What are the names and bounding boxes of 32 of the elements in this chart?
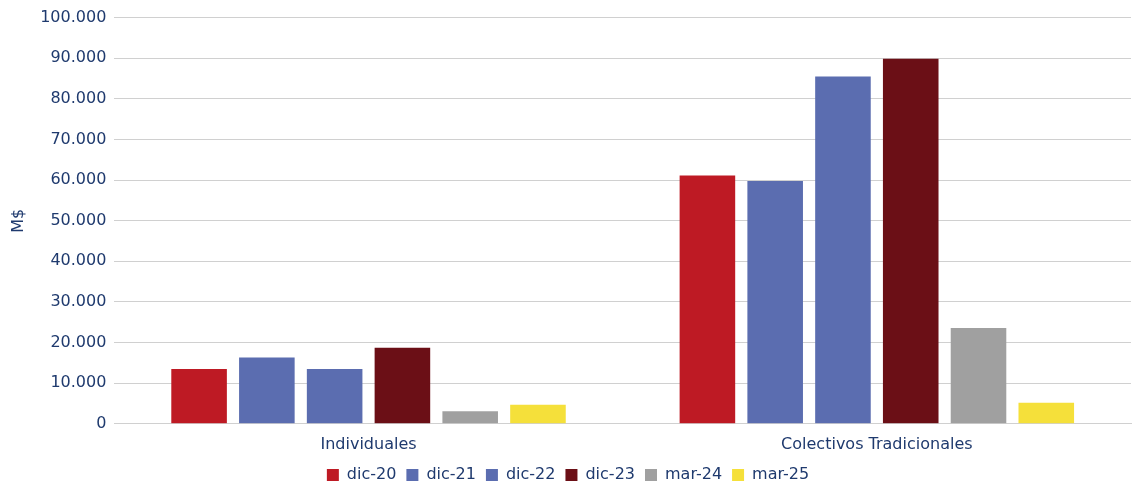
legend-label: dic-23	[585, 464, 635, 484]
y-tick-label: 20.000	[50, 331, 107, 351]
bar	[950, 327, 1007, 424]
legend-label: dic-20	[346, 464, 397, 484]
legend-label: mar-24	[664, 464, 723, 484]
y-tick-label: 70.000	[50, 128, 107, 148]
bar	[510, 404, 566, 424]
x-tick-label: Colectivos Tradicionales	[781, 433, 973, 453]
bar	[374, 347, 431, 424]
bar	[679, 175, 736, 424]
y-tick-label: 10.000	[50, 372, 107, 392]
y-tick-label: 80.000	[50, 88, 107, 107]
y-tick-label: 30.000	[50, 291, 107, 311]
bar	[815, 76, 871, 424]
legend-label: dic-22	[505, 464, 556, 484]
x-tick-label: Individuales	[320, 433, 417, 453]
bar	[747, 180, 803, 424]
bar	[306, 368, 363, 424]
y-tick-label: 60.000	[50, 169, 107, 189]
bar	[882, 58, 939, 424]
bar	[442, 411, 498, 424]
y-tick-label: 50.000	[50, 209, 107, 229]
y-tick-label: 0	[96, 412, 107, 432]
y-tick-label: 100.000	[40, 6, 107, 26]
bar	[239, 357, 295, 424]
bar	[171, 368, 227, 424]
bar	[1018, 402, 1075, 424]
y-tick-label: 90.000	[50, 47, 107, 67]
legend-label: mar-25	[752, 464, 810, 484]
legend-label: dic-21	[426, 464, 476, 484]
y-axis-title: M$	[7, 208, 27, 233]
y-tick-label: 40.000	[50, 250, 107, 270]
